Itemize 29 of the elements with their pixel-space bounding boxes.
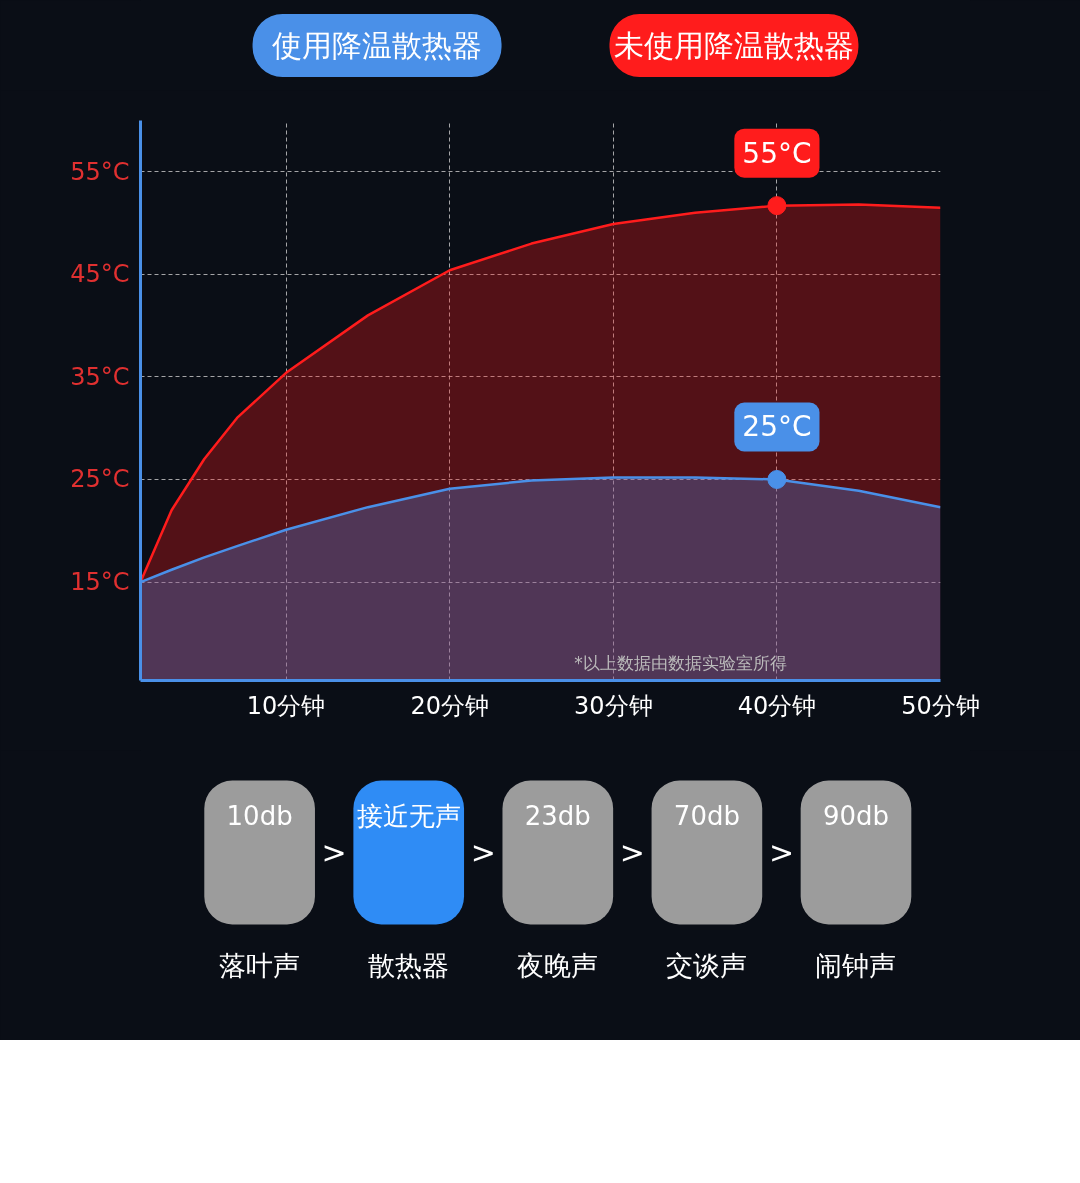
y-tick-label: 35°C bbox=[70, 362, 130, 391]
x-tick-label: 40分钟 bbox=[737, 691, 817, 720]
y-tick-label: 25°C bbox=[70, 465, 130, 494]
text: 落叶声 bbox=[219, 950, 301, 981]
x-tick-label: 20分钟 bbox=[410, 691, 489, 720]
y-tick-label: 15°C bbox=[70, 568, 130, 597]
text: 70db bbox=[673, 800, 740, 831]
text: 使用降温散热器 bbox=[272, 28, 483, 63]
text: 90db bbox=[822, 800, 890, 831]
annotation: 25°C bbox=[742, 410, 812, 444]
x-tick-label: 30分钟 bbox=[574, 691, 653, 720]
text: 10db bbox=[226, 800, 293, 831]
text: > bbox=[470, 835, 496, 870]
x-tick-label: 50分钟 bbox=[901, 691, 980, 720]
text: > bbox=[321, 835, 347, 870]
annotation: 55°C bbox=[742, 136, 812, 170]
y-tick-label: 45°C bbox=[70, 260, 130, 289]
y-tick-label: 55°C bbox=[70, 157, 130, 186]
text: > bbox=[768, 835, 795, 870]
text: 未使用降温散热器 bbox=[613, 28, 854, 63]
text: 夜晚声 bbox=[517, 950, 599, 981]
text: 交谈声 bbox=[666, 950, 748, 981]
text: 23db bbox=[524, 800, 591, 831]
text: 接近无声 bbox=[356, 800, 461, 831]
text: > bbox=[619, 835, 645, 870]
text: 闹钟声 bbox=[815, 950, 897, 981]
x-tick-label: 10分钟 bbox=[246, 691, 326, 720]
annotation: *以上数据由数据实验室所得 bbox=[574, 652, 787, 673]
text: 散热器 bbox=[368, 950, 450, 981]
